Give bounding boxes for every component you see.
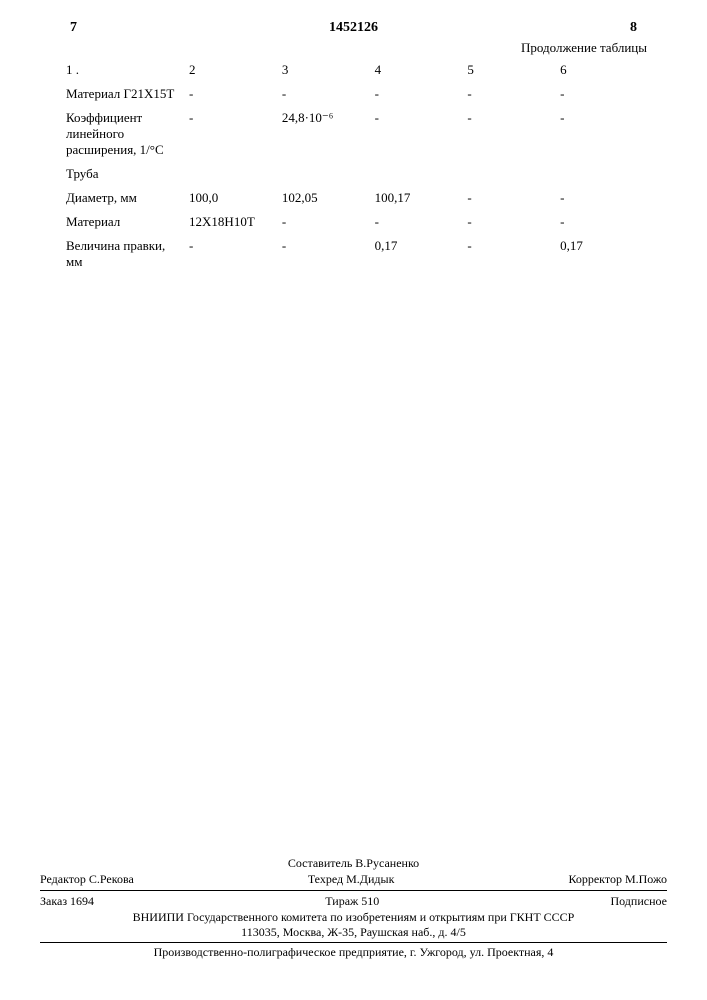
compiler-name: В.Русаненко — [355, 856, 419, 870]
param-label: Диаметр, мм — [60, 186, 183, 210]
committee-line: ВНИИПИ Государственного комитета по изоб… — [40, 910, 667, 925]
cell: - — [369, 82, 462, 106]
corrector-name: М.Пожо — [625, 872, 667, 886]
subscription: Подписное — [610, 894, 667, 909]
cell: - — [183, 106, 276, 162]
cell: - — [183, 82, 276, 106]
cell: - — [276, 234, 369, 274]
cell: 0,17 — [554, 234, 647, 274]
document-number: 1452126 — [77, 20, 630, 36]
param-label: Величина правки, мм — [60, 234, 183, 274]
cell: - — [461, 210, 554, 234]
cell: 100,17 — [369, 186, 462, 210]
cell: - — [554, 186, 647, 210]
cell: - — [461, 82, 554, 106]
table-continuation-label: Продолжение таблицы — [60, 40, 647, 56]
table-row: Величина правки, мм - - 0,17 - 0,17 — [60, 234, 647, 274]
cell: - — [369, 106, 462, 162]
table-section-row: Труба — [60, 162, 647, 186]
param-label: Коэффициент линейного расширения, 1/°С — [60, 106, 183, 162]
col-6: 6 — [554, 58, 647, 82]
corrector-label: Корректор — [568, 872, 622, 886]
cell: - — [461, 234, 554, 274]
cell: - — [276, 82, 369, 106]
col-4: 4 — [369, 58, 462, 82]
table-row: Материал Г21Х15Т - - - - - — [60, 82, 647, 106]
col-2: 2 — [183, 58, 276, 82]
data-table: 1 . 2 3 4 5 6 Материал Г21Х15Т - - - - -… — [60, 58, 647, 274]
table-row: Материал 12Х18Н10Т - - - - — [60, 210, 647, 234]
cell: 102,05 — [276, 186, 369, 210]
cell: 12Х18Н10Т — [183, 210, 276, 234]
table-row: Диаметр, мм 100,0 102,05 100,17 - - — [60, 186, 647, 210]
cell: - — [554, 82, 647, 106]
section-label: Труба — [60, 162, 183, 186]
cell: 100,0 — [183, 186, 276, 210]
cell: - — [369, 210, 462, 234]
page-right-num: 8 — [630, 20, 637, 36]
compiler-label: Составитель — [288, 856, 352, 870]
table-row: Коэффициент линейного расширения, 1/°С -… — [60, 106, 647, 162]
col-3: 3 — [276, 58, 369, 82]
print-line: Производственно-полиграфическое предприя… — [40, 945, 667, 960]
page-left-num: 7 — [70, 20, 77, 36]
cell: - — [461, 186, 554, 210]
table-header-row: 1 . 2 3 4 5 6 — [60, 58, 647, 82]
editor-label: Редактор — [40, 872, 86, 886]
cell: - — [461, 106, 554, 162]
cell: - — [183, 234, 276, 274]
footer-block: Составитель В.Русаненко Редактор С.Реков… — [40, 856, 667, 960]
param-label: Материал — [60, 210, 183, 234]
col-1: 1 . — [60, 58, 183, 82]
order-number: Заказ 1694 — [40, 894, 94, 909]
cell: 0,17 — [369, 234, 462, 274]
tech-label: Техред — [308, 872, 343, 886]
tech-name: М.Дидык — [346, 872, 394, 886]
cell: - — [554, 210, 647, 234]
cell: - — [276, 210, 369, 234]
param-label: Материал Г21Х15Т — [60, 82, 183, 106]
editor-name: С.Рекова — [89, 872, 134, 886]
cell: 24,8·10⁻⁶ — [276, 106, 369, 162]
tirazh: Тираж 510 — [325, 894, 379, 909]
cell: - — [554, 106, 647, 162]
col-5: 5 — [461, 58, 554, 82]
address-line: 113035, Москва, Ж-35, Раушская наб., д. … — [40, 925, 667, 940]
